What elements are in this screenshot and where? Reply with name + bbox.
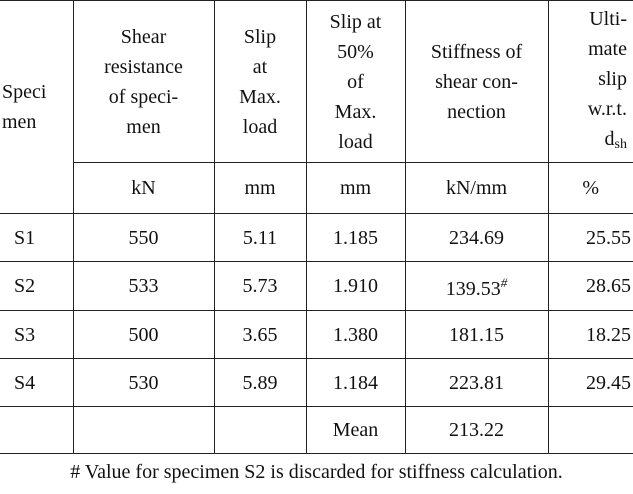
cell-slip-50: 1.184 <box>306 358 406 407</box>
header-slip-50: Slip at 50% of Max. load <box>306 0 406 163</box>
header-line: 50% <box>337 40 374 63</box>
cell-slip-max: 5.11 <box>214 213 307 262</box>
header-line: Slip at <box>329 10 382 33</box>
table-row: S3 500 3.65 1.380 181.15 18.25 <box>0 310 633 359</box>
header-line: Ulti- <box>589 7 627 30</box>
unit-stiffness: kN/mm <box>405 162 549 214</box>
header-line: at <box>252 55 268 78</box>
header-slip-max: Slip at Max. load <box>214 0 307 163</box>
header-specimen: Speci men <box>0 0 74 214</box>
cell-empty <box>73 406 215 454</box>
header-line: Slip <box>243 25 277 48</box>
header-line: load <box>242 115 278 138</box>
header-line: men <box>126 115 161 138</box>
header-line: Shear <box>120 25 167 48</box>
cell-shear: 533 <box>73 261 215 311</box>
cell-slip-max: 3.65 <box>214 310 307 359</box>
cell-shear: 530 <box>73 358 215 407</box>
header-line: slip <box>598 67 627 90</box>
cell-slip-50: 1.380 <box>306 310 406 359</box>
cell-specimen: S1 <box>0 213 74 262</box>
cell-stiffness: 234.69 <box>405 213 549 262</box>
cell-shear: 550 <box>73 213 215 262</box>
cell-specimen: S4 <box>0 358 74 407</box>
cell-ultimate: 18.25 <box>548 310 633 359</box>
discard-marker: # <box>500 275 508 290</box>
table-row: S4 530 5.89 1.184 223.81 29.45 <box>0 358 633 407</box>
table-footnote: # Value for specimen S2 is discarded for… <box>70 461 563 483</box>
header-line: load <box>338 130 373 153</box>
header-specimen-line: men <box>2 111 37 133</box>
mean-label: Mean <box>306 406 406 454</box>
stiffness-value: 234.69 <box>449 226 504 249</box>
unit-slip-50: mm <box>306 162 406 214</box>
header-row: Speci men Shear resistance of speci- men… <box>0 0 633 214</box>
header-line: w.r.t. <box>587 97 627 120</box>
cell-slip-50: 1.185 <box>306 213 406 262</box>
cell-stiffness: 181.15 <box>405 310 549 359</box>
header-stiffness: Stiffness of shear con- nection <box>405 0 549 163</box>
cell-empty <box>214 406 307 454</box>
stiffness-value: 139.53 <box>445 278 501 300</box>
results-table: Speci men Shear resistance of speci- men… <box>0 0 633 454</box>
mean-stiffness: 213.22 <box>405 406 549 454</box>
header-line: shear con- <box>435 70 518 93</box>
cell-slip-max: 5.73 <box>214 261 307 311</box>
table-row: S1 550 5.11 1.185 234.69 25.55 <box>0 213 633 262</box>
cell-specimen: S2 <box>0 261 74 311</box>
units-row: kN mm mm kN/mm % <box>0 162 633 214</box>
cell-shear: 500 <box>73 310 215 359</box>
cell-stiffness: 223.81 <box>405 358 549 407</box>
header-ultimate-slip: Ulti- mate slip w.r.t. dsh <box>548 0 633 163</box>
header-line: mate <box>588 37 627 60</box>
cell-empty <box>548 406 633 454</box>
unit-shear: kN <box>73 162 215 214</box>
table-row: S2 533 5.73 1.910 139.53# 28.65 <box>0 261 633 311</box>
header-line: Max. <box>239 85 281 108</box>
cell-stiffness: 139.53# <box>405 261 549 311</box>
stiffness-value: 223.81 <box>449 371 504 394</box>
header-shear-resistance: Shear resistance of speci- men <box>73 0 215 163</box>
cell-slip-max: 5.89 <box>214 358 307 407</box>
cell-specimen: S3 <box>0 310 74 359</box>
header-line: Max. <box>334 100 377 123</box>
subscript-sh: sh <box>614 136 627 152</box>
unit-ultimate: % <box>548 162 633 214</box>
header-line: nection <box>447 100 506 123</box>
header-line: Stiffness of <box>430 40 523 63</box>
d-symbol: d <box>604 127 615 150</box>
header-line: of speci- <box>108 85 179 108</box>
header-line-dsh: dsh <box>549 124 627 160</box>
unit-slip-max: mm <box>214 162 307 214</box>
mean-row: Mean 213.22 <box>0 406 633 454</box>
cell-empty <box>0 406 74 454</box>
cell-ultimate: 29.45 <box>548 358 633 407</box>
cell-slip-50: 1.910 <box>306 261 406 311</box>
cell-ultimate: 28.65 <box>548 261 633 311</box>
header-specimen-line: Speci <box>2 81 47 103</box>
cell-ultimate: 25.55 <box>548 213 633 262</box>
stiffness-value: 181.15 <box>449 323 504 346</box>
header-line: of <box>347 70 364 93</box>
header-line: resistance <box>104 55 183 78</box>
